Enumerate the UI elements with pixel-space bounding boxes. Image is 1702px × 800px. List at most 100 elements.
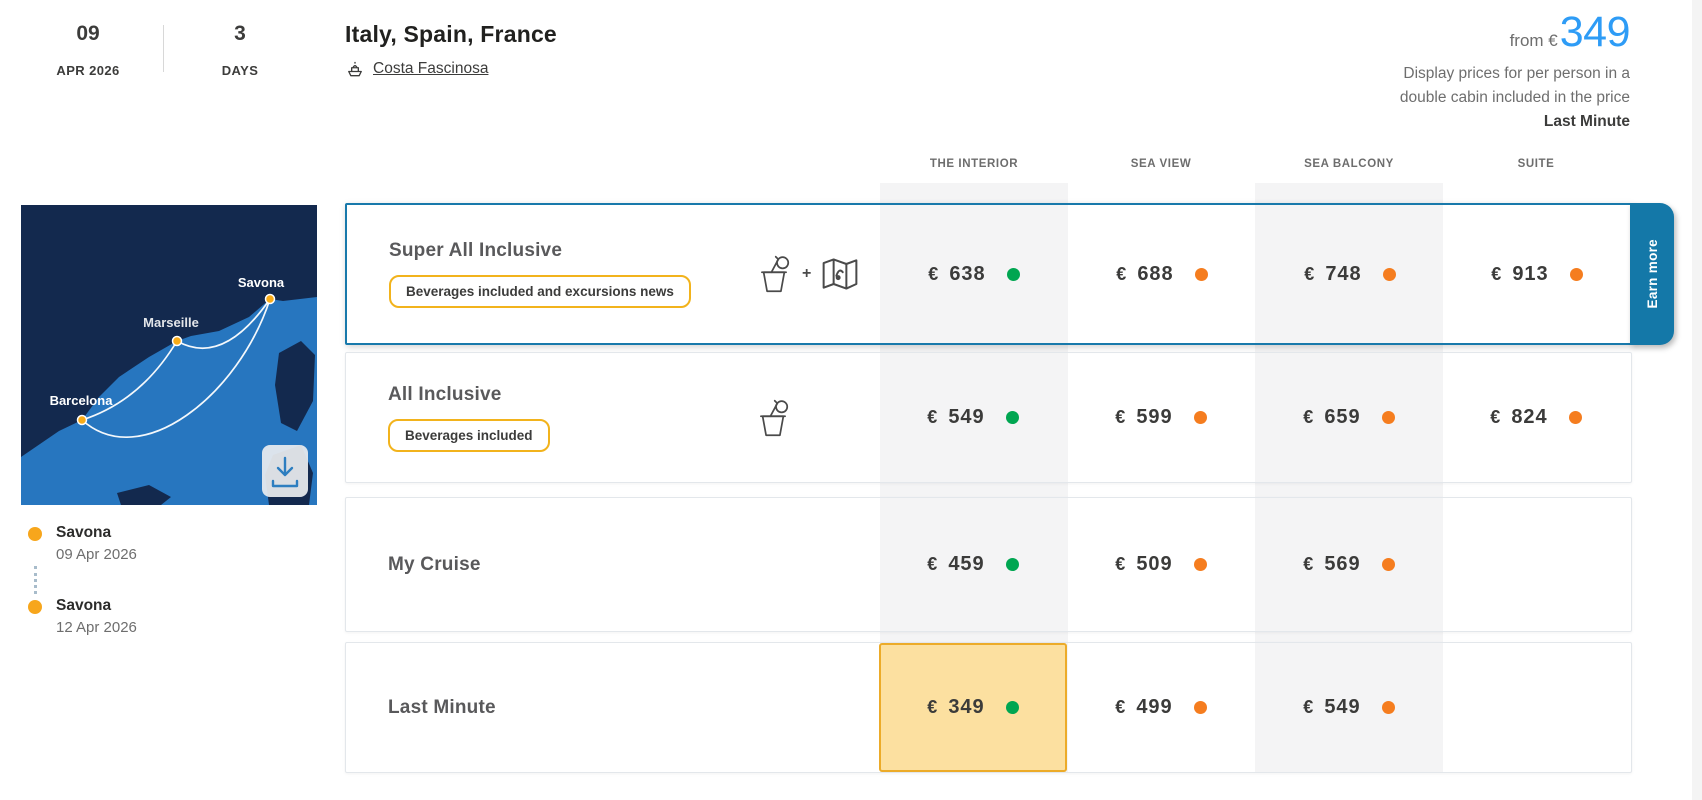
price-cell[interactable]: €459 [879,498,1067,631]
price-cell[interactable]: €824 [1442,353,1630,482]
price-currency: € [1304,263,1315,284]
price-currency: € [927,554,938,574]
duration-label: DAYS [221,63,259,78]
availability-dot [1568,411,1582,424]
price-cell[interactable]: €599 [1067,353,1255,482]
itinerary-stop: Savona 09 Apr 2026 [28,524,137,563]
port-dots [76,293,276,426]
fare-row[interactable]: All Inclusive Beverages included €549 €5… [345,352,1632,483]
fare-badge: Beverages included [388,418,550,452]
column-stripe [1255,183,1443,773]
price-value: 459 [948,553,985,575]
fare-name: Super All Inclusive [389,240,563,261]
price-cell[interactable]: €638 [880,205,1068,343]
price-cell[interactable]: €509 [1067,498,1255,631]
price-currency: € [1115,407,1126,427]
availability-dot [1005,558,1019,571]
availability-dot [1381,411,1395,424]
price-currency: € [1491,263,1502,284]
price-cell [1442,643,1630,772]
fare-name: Last Minute [388,696,496,718]
price-currency: € [1490,407,1501,427]
map-label-barcelona: Barcelona [50,393,114,408]
price-cell [1442,498,1630,631]
map-land [21,205,317,457]
price-note: Display prices for per person in a doubl… [1399,64,1630,106]
map-download-button[interactable] [262,445,308,497]
trip-title: Italy, Spain, France [345,21,557,47]
price-value: 569 [1324,553,1361,575]
price-summary: from € 349 Display prices for per person… [1399,11,1631,134]
price-value: 549 [948,406,985,428]
map-label-marseille: Marseille [143,315,199,330]
fare-icons [754,397,792,439]
availability-dot [1569,267,1583,281]
route-lines [81,298,271,439]
map-island-south [117,485,171,505]
price-cell[interactable]: €659 [1255,353,1443,482]
fare-row[interactable]: My Cruise €459 €509 €569 [345,497,1632,632]
earn-more-label: Earn more [1644,239,1660,309]
price-value: 824 [1511,406,1548,428]
availability-dot [1005,701,1019,714]
availability-dot [1381,701,1395,714]
availability-dot [1193,411,1207,424]
duration: 3 DAYS [195,22,285,78]
port-date: 12 Apr 2026 [56,619,137,636]
port-dot [28,527,42,541]
from-label: from € [1509,31,1558,50]
itinerary-stop: Savona 12 Apr 2026 [28,597,137,636]
availability-dot [1194,267,1208,281]
header-divider [163,25,164,72]
fare-row[interactable]: Last Minute €349 €499 €549 [345,642,1632,773]
price-cell[interactable]: €569 [1255,498,1443,631]
column-header-sea-view: SEA VIEW [1130,158,1192,170]
earn-more-tab[interactable]: Earn more [1630,203,1674,345]
price-cell[interactable]: €688 [1068,205,1256,343]
price-value: 659 [1324,406,1361,428]
column-header-suite: SUITE [1517,158,1555,170]
map-label-savona: Savona [238,275,285,290]
price-currency: € [1115,554,1126,574]
price-cell[interactable]: €748 [1256,205,1444,343]
departure-day: 09 [76,22,100,45]
price-cell[interactable]: €499 [1067,643,1255,772]
drink-icon [760,399,789,436]
availability-dot [1381,558,1395,571]
fare-icons: + [755,253,860,295]
price-note-fare: Last Minute [1543,112,1630,130]
departure-date: 09 APR 2026 [38,22,138,78]
ship-icon [348,61,362,77]
itinerary-connector [34,566,137,594]
price-value: 499 [1136,696,1173,718]
price-value: 748 [1325,262,1362,285]
duration-value: 3 [234,22,246,45]
fare-row[interactable]: Super All Inclusive Beverages included a… [345,203,1674,345]
price-currency: € [1116,263,1127,284]
plus-icon: + [802,265,812,282]
price-cell[interactable]: €549 [879,353,1067,482]
price-currency: € [1303,554,1314,574]
column-header-interior: THE INTERIOR [929,158,1019,170]
departure-month: APR 2026 [56,63,120,78]
price-cell[interactable]: €913 [1443,205,1631,343]
port-date: 09 Apr 2026 [56,546,137,563]
page-edge [1692,0,1702,800]
price-cell[interactable]: €349 [879,643,1067,772]
excursions-map-icon [822,258,858,290]
availability-dot [1382,267,1396,281]
route-map[interactable]: Savona Marseille Barcelona [21,205,317,505]
availability-dot [1193,701,1207,714]
port-dot [28,600,42,614]
price-cell[interactable]: €549 [1255,643,1443,772]
ship-name-link[interactable]: Costa Fascinosa [373,60,489,77]
price-currency: € [927,407,938,427]
price-value: 349 [948,696,985,718]
price-currency: € [1303,697,1314,717]
availability-dot [1193,558,1207,571]
fare-name: All Inclusive [388,383,502,405]
download-icon [271,456,299,488]
column-header-sea-balcony: SEA BALCONY [1304,158,1394,170]
price-value: 688 [1137,262,1174,285]
price-currency: € [927,697,938,717]
